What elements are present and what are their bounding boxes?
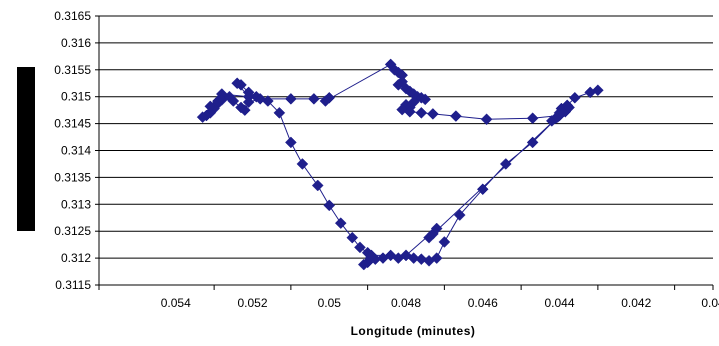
y-tick-label: 0.3145 [54, 117, 91, 131]
data-point [400, 249, 412, 262]
axes [95, 15, 714, 290]
data-point [238, 104, 251, 117]
data-point [212, 95, 224, 107]
data-point [254, 92, 267, 105]
data-point [568, 91, 581, 104]
data-point [242, 96, 255, 108]
data-point [553, 109, 566, 122]
data-point [584, 86, 597, 99]
data-point [231, 77, 244, 90]
data-point [480, 113, 493, 126]
y-tick-labels: 0.3115 0.312 0.3125 0.313 0.3135 0.314 0.3145 0… [54, 9, 91, 292]
x-tick-labels: 0.054 0.052 0.05 0.048 0.046 0.044 0.042 0.04 [161, 296, 719, 310]
data-point [415, 106, 428, 119]
data-point [526, 136, 539, 149]
data-point [319, 95, 332, 107]
data-point [427, 108, 439, 120]
data-point [273, 106, 286, 119]
x-tick-label: 0.04 [701, 296, 719, 310]
data-point [323, 199, 336, 212]
data-point [357, 258, 370, 271]
data-point [476, 183, 489, 196]
y-tick-label: 0.315 [61, 90, 91, 104]
x-tick-label: 0.044 [544, 296, 574, 310]
x-tick-label: 0.05 [318, 296, 342, 310]
data-point [196, 111, 209, 123]
gridlines [99, 15, 713, 259]
data-point [430, 222, 443, 235]
data-point [450, 110, 462, 122]
x-axis-title: Longitude (minutes) [351, 324, 476, 338]
data-point [311, 179, 324, 192]
series-line [201, 63, 599, 266]
y-tick-label: 0.312 [61, 251, 91, 265]
x-tick-label: 0.052 [237, 296, 267, 310]
data-point [285, 136, 297, 149]
x-tick-label: 0.054 [161, 296, 191, 310]
x-tick-label: 0.042 [621, 296, 651, 310]
data-point [526, 112, 539, 125]
x-tick-label: 0.046 [468, 296, 498, 310]
data-point [453, 209, 466, 221]
data-point [499, 158, 512, 170]
data-point [392, 79, 405, 91]
data-point [403, 105, 416, 118]
y-axis-label-redacted [17, 67, 35, 231]
data-point [365, 249, 378, 262]
y-tick-label: 0.314 [61, 144, 91, 158]
y-tick-label: 0.3135 [54, 170, 91, 184]
data-point [308, 92, 320, 105]
y-tick-label: 0.3125 [54, 224, 91, 238]
data-point [563, 101, 575, 114]
series-1 [196, 58, 604, 271]
data-point [377, 252, 389, 264]
data-point [334, 217, 347, 229]
data-point [438, 236, 451, 248]
y-tick-label: 0.313 [61, 197, 91, 211]
y-tick-label: 0.316 [61, 36, 91, 50]
y-tick-label: 0.3165 [54, 9, 91, 23]
data-point [204, 100, 217, 113]
y-tick-label: 0.3155 [54, 63, 91, 77]
data-point [285, 92, 297, 105]
data-point [346, 231, 359, 244]
data-point [296, 158, 309, 170]
data-point [354, 241, 366, 254]
data-point [419, 93, 432, 106]
data-point [227, 95, 240, 107]
y-tick-label: 0.3115 [55, 278, 91, 292]
x-tick-label: 0.048 [391, 296, 421, 310]
